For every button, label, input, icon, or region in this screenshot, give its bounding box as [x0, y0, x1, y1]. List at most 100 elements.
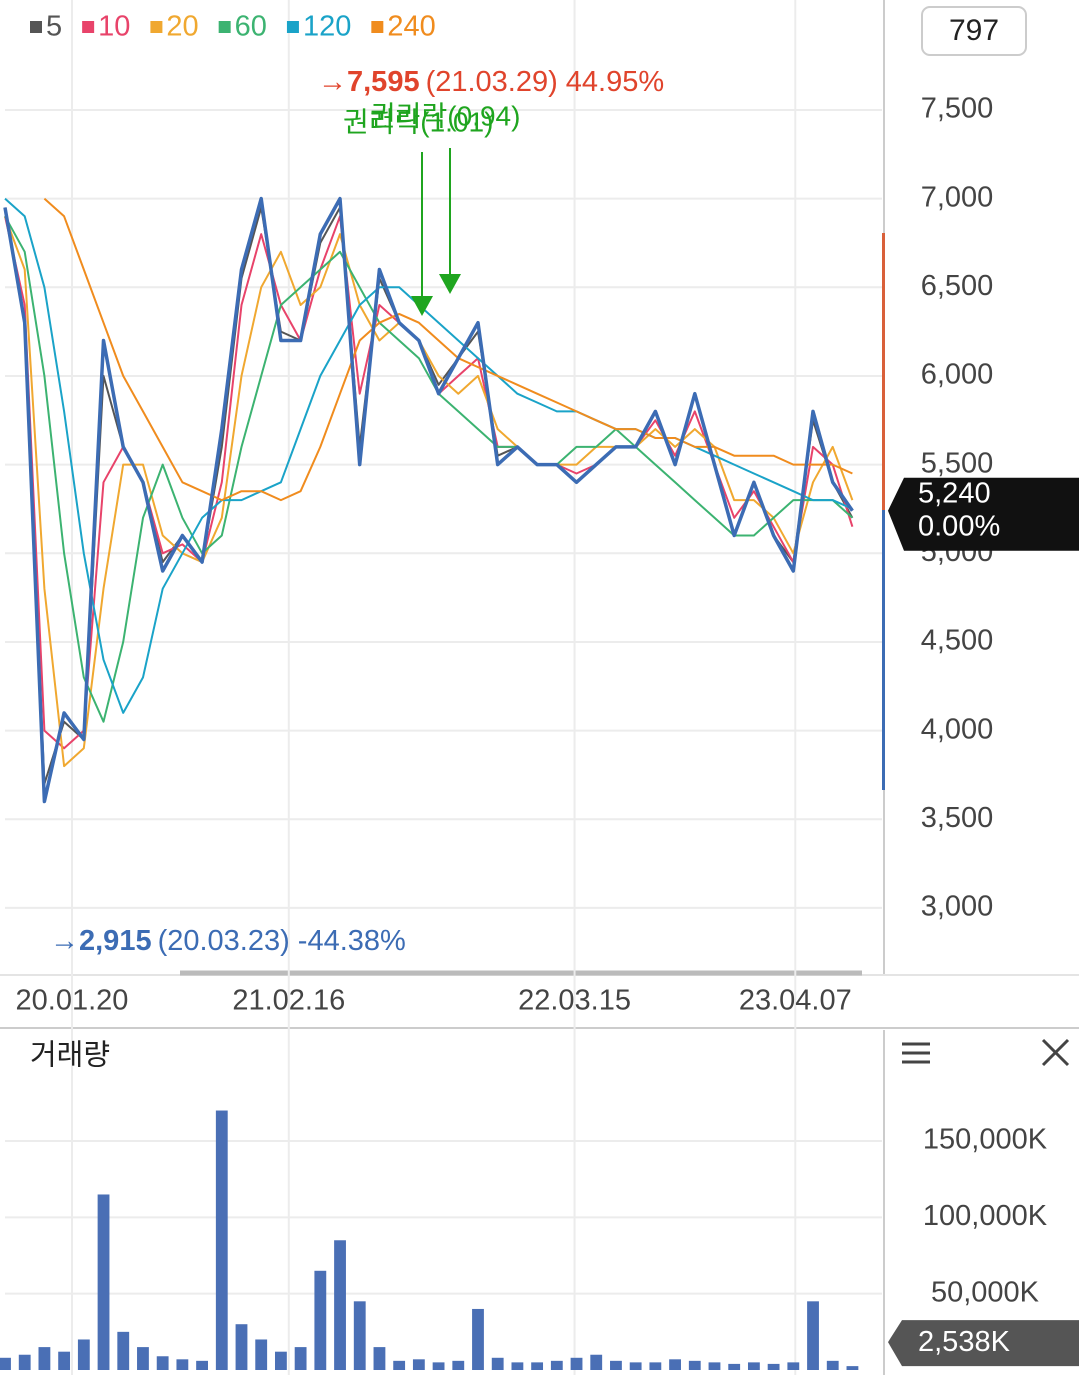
ma-line	[4, 215, 854, 723]
y-tick-label: 3,000	[921, 891, 994, 923]
volume-bar	[452, 1360, 465, 1370]
y-tick-label: 150,000K	[923, 1124, 1048, 1156]
volume-bar	[353, 1301, 366, 1370]
legend-swatch	[218, 21, 231, 33]
legend-swatch	[286, 21, 299, 33]
x-tick-label: 23.04.07	[739, 985, 852, 1017]
volume-bar	[531, 1362, 544, 1370]
legend-swatch	[150, 21, 163, 33]
volume-bar	[767, 1363, 780, 1370]
volume-bar	[590, 1354, 603, 1370]
volume-bar	[393, 1360, 406, 1370]
volume-bar	[826, 1360, 839, 1370]
y-tick-label: 4,000	[921, 713, 994, 745]
volume-bar	[215, 1110, 228, 1370]
volume-bar	[314, 1270, 327, 1370]
volume-bar	[728, 1363, 741, 1370]
volume-bar	[176, 1359, 189, 1370]
y-tick-label: 100,000K	[923, 1200, 1048, 1232]
volume-bar	[274, 1351, 287, 1370]
volume-bar	[511, 1362, 524, 1370]
legend-swatch	[371, 21, 384, 33]
volume-bar	[196, 1360, 208, 1370]
volume-bar	[669, 1359, 681, 1370]
volume-bar	[38, 1347, 51, 1370]
volume-bar	[649, 1362, 662, 1370]
badge-box	[921, 6, 1027, 56]
legend-label: 20	[166, 11, 198, 43]
high-label: 7,595	[347, 66, 420, 98]
volume-bar	[432, 1362, 445, 1370]
volume-bar	[255, 1339, 268, 1370]
current-price: 5,240	[918, 477, 991, 509]
legend-label: 240	[387, 11, 435, 43]
volume-bar	[550, 1360, 563, 1370]
volume-bar	[846, 1366, 859, 1370]
volume-bar	[373, 1347, 386, 1370]
volume-bar	[97, 1194, 110, 1370]
low-annotation: →2,915 (20.03.23) -44.38%	[50, 925, 406, 957]
low-label: 2,915	[79, 925, 152, 957]
legend-label: 10	[98, 11, 130, 43]
price-line	[3, 196, 854, 804]
low-date: (20.03.23)	[158, 925, 290, 957]
y-tick-label: 3,500	[921, 802, 994, 834]
current-change: 0.00%	[918, 510, 1000, 542]
current-volume: 2,538K	[918, 1326, 1011, 1358]
volume-bar	[117, 1331, 130, 1370]
ma-line	[43, 197, 853, 502]
volume-bar	[294, 1347, 307, 1370]
high-annotation: →7,595 (21.03.29) 44.95%	[318, 66, 664, 98]
volume-bar	[235, 1324, 248, 1370]
range-indicator	[882, 233, 885, 510]
legend-swatch	[82, 21, 95, 33]
legend-label: 60	[235, 11, 267, 43]
legend-label: 120	[303, 11, 351, 43]
volume-bar	[472, 1308, 484, 1370]
y-tick-label: 7,500	[921, 93, 994, 125]
current-price-box	[888, 477, 1079, 551]
volume-title: 거래량	[30, 1040, 110, 1072]
y-tick-label: 6,000	[921, 359, 994, 391]
close-icon[interactable]	[1041, 1038, 1070, 1067]
volume-bar	[610, 1360, 622, 1370]
volume-bar	[787, 1362, 800, 1370]
event-arrow-head	[411, 296, 433, 316]
y-tick-label: 50,000K	[931, 1276, 1040, 1308]
volume-bar	[688, 1360, 701, 1370]
badge: 797	[949, 14, 999, 47]
volume-bar	[570, 1357, 583, 1370]
range-indicator	[882, 510, 885, 790]
legend-label: 5	[46, 11, 62, 43]
x-tick-label: 20.01.20	[16, 985, 129, 1017]
volume-bar	[0, 1357, 11, 1370]
volume-bar	[137, 1347, 149, 1370]
volume-bar	[807, 1301, 819, 1370]
event-label: 권리락(0.94)	[370, 100, 520, 131]
volume-bar	[18, 1354, 31, 1370]
volume-bar	[58, 1351, 71, 1370]
x-tick-label: 22.03.15	[518, 985, 631, 1017]
volume-bar	[491, 1357, 504, 1370]
plot-layer	[0, 0, 882, 1375]
y-tick-label: 5,500	[921, 447, 994, 479]
event-arrow-head	[439, 274, 461, 294]
volume-bar	[708, 1362, 721, 1370]
volume-bar	[629, 1362, 642, 1370]
x-tick-label: 21.02.16	[232, 985, 345, 1017]
high-change: 44.95%	[566, 66, 664, 98]
volume-bar	[77, 1339, 90, 1370]
volume-bar	[156, 1356, 169, 1370]
high-date: (21.03.29)	[426, 66, 558, 98]
current-volume-box	[888, 1320, 1079, 1367]
legend-swatch	[30, 21, 42, 33]
ma-line	[4, 215, 854, 768]
menu-icon[interactable]	[902, 1042, 930, 1064]
volume-bar	[334, 1240, 346, 1370]
volume-bar	[747, 1362, 760, 1370]
y-tick-label: 7,000	[921, 181, 994, 213]
volume-bar	[412, 1359, 425, 1370]
event-label: 권리락(1.01)	[343, 106, 493, 137]
